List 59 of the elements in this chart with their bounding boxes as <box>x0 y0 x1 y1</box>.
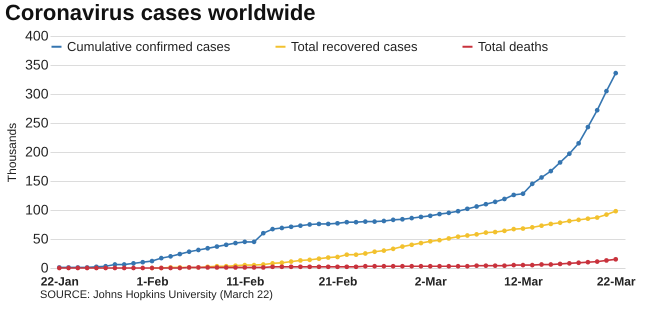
y-tick-label: 350 <box>25 56 49 72</box>
y-tick-label: 150 <box>25 172 49 188</box>
point <box>372 249 377 254</box>
point <box>400 244 405 249</box>
point <box>594 215 600 220</box>
point <box>326 255 331 260</box>
x-tick-label: 12-Mar <box>504 274 544 288</box>
y-tick-label: 50 <box>32 230 49 246</box>
y-tick-label: 300 <box>25 86 49 102</box>
point <box>576 218 581 222</box>
point <box>362 251 368 256</box>
x-tick-label: 22-Jan <box>40 274 79 288</box>
legend-label: Total recovered cases <box>291 38 418 54</box>
y-axis-title: Thousands <box>5 122 20 182</box>
x-tick-label: 22-Mar <box>596 274 636 288</box>
x-tick-label: 11-Feb <box>226 274 264 288</box>
point <box>446 236 452 241</box>
point <box>520 226 526 231</box>
point <box>464 233 470 238</box>
y-tick-label: 400 <box>25 28 49 44</box>
point <box>298 258 303 263</box>
point <box>344 252 350 257</box>
point <box>382 248 386 253</box>
legend-label: Total deaths <box>478 38 549 54</box>
point <box>613 208 618 214</box>
point <box>567 218 572 224</box>
point <box>456 234 460 240</box>
x-tick-label: 2-Mar <box>414 274 448 288</box>
x-tick-label: 21-Feb <box>318 274 358 288</box>
chart-title: Coronavirus cases worldwide <box>5 0 316 25</box>
point <box>280 260 284 266</box>
point <box>409 242 414 248</box>
point <box>437 238 442 242</box>
point <box>288 259 294 264</box>
legend-label: Cumulative confirmed cases <box>67 38 231 54</box>
point <box>539 223 544 228</box>
point <box>390 246 396 252</box>
point <box>502 228 507 234</box>
point <box>586 216 590 222</box>
y-tick-label: 0 <box>40 260 49 276</box>
point <box>492 230 498 234</box>
source-note: SOURCE: Johns Hopkins University (March 22) <box>39 289 274 301</box>
point <box>418 240 424 246</box>
point <box>511 226 516 232</box>
point <box>474 232 479 237</box>
y-tick-label: 250 <box>25 114 49 130</box>
point <box>335 254 340 260</box>
y-tick-label: 100 <box>25 202 49 218</box>
point <box>307 258 312 262</box>
point <box>548 222 554 226</box>
point <box>558 220 562 226</box>
y-tick-label: 200 <box>25 144 49 160</box>
point <box>316 256 322 262</box>
point <box>354 252 358 257</box>
x-tick-label: 1-Feb <box>136 274 169 288</box>
point <box>604 212 609 217</box>
point <box>428 238 433 244</box>
point <box>484 230 488 235</box>
point <box>530 225 535 230</box>
